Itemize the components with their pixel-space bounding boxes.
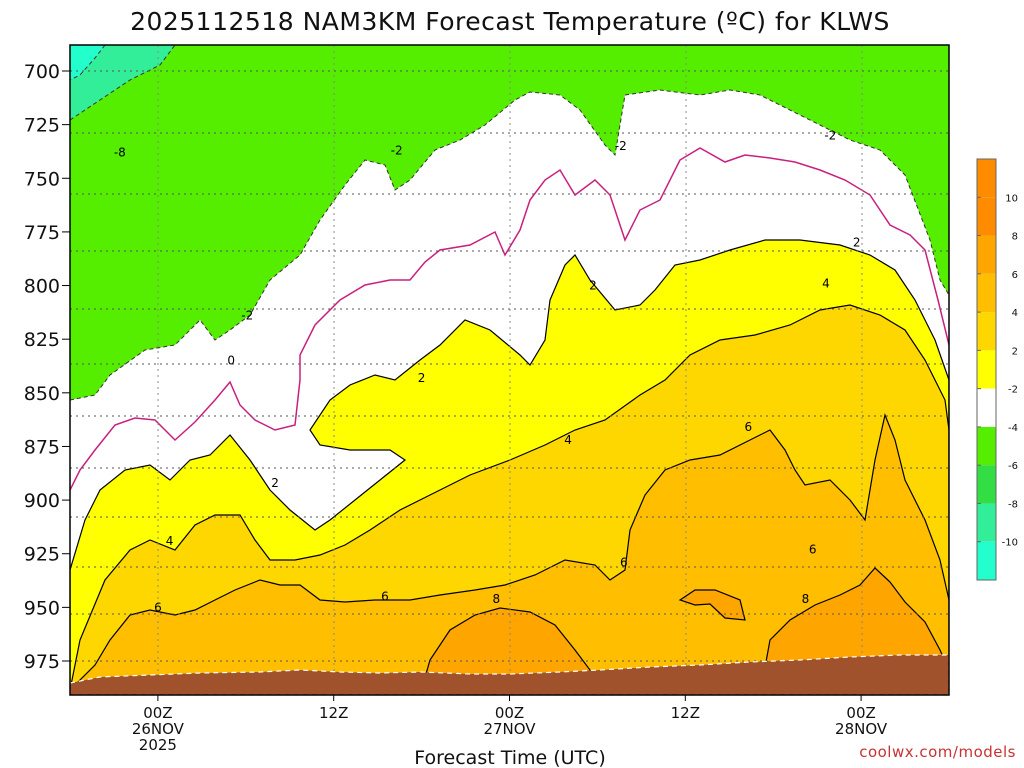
colorbar-label: -4 bbox=[1008, 423, 1018, 434]
contour-label: -2 bbox=[241, 309, 253, 323]
y-axis: 700 725 750 775 800 825 850 875 900 925 950 975 bbox=[24, 61, 70, 673]
colorbar-frame bbox=[976, 158, 997, 581]
band-above-8 bbox=[678, 589, 746, 621]
contour-label: 6 bbox=[809, 542, 817, 556]
colorbar-label: 10 bbox=[1005, 193, 1018, 204]
contour-label: -2 bbox=[824, 128, 836, 142]
contour-label: 6 bbox=[381, 590, 389, 604]
colorbar-label: 6 bbox=[1012, 270, 1018, 281]
colorbar-swatch bbox=[977, 350, 996, 389]
cold-core bbox=[70, 45, 106, 81]
colorbar-swatch bbox=[977, 312, 996, 351]
colorbar-swatch bbox=[977, 426, 996, 466]
colorbar-label: -10 bbox=[1002, 538, 1018, 549]
x-tick-label: 12Z bbox=[671, 704, 700, 722]
band-6-8 bbox=[70, 412, 949, 695]
contour-label: 2 bbox=[271, 476, 279, 490]
colorbar-label: -2 bbox=[1008, 385, 1018, 396]
x-tick-label: 12Z bbox=[319, 704, 348, 722]
colorbar-swatch bbox=[977, 197, 996, 236]
x-tick-label: 26NOV bbox=[132, 720, 185, 738]
contour-label: -8 bbox=[114, 146, 126, 160]
y-tick-label: 950 bbox=[24, 597, 60, 619]
y-tick-label: 725 bbox=[24, 115, 60, 137]
x-tick-label: 00Z bbox=[846, 704, 875, 722]
y-tick-label: 925 bbox=[24, 544, 60, 566]
colorbar-swatch bbox=[977, 541, 996, 580]
contour-labels: -8 -2 -2 -2 -2 0 2 2 2 2 4 4 4 6 6 6 6 6 8 8 bbox=[114, 128, 861, 614]
colorbar-swatch bbox=[977, 503, 996, 542]
y-tick-label: 825 bbox=[24, 329, 60, 351]
colorbar-swatch bbox=[977, 235, 996, 274]
colorbar-label: -8 bbox=[1008, 499, 1018, 510]
contour-label: 6 bbox=[154, 600, 162, 614]
contour-label: 8 bbox=[492, 592, 500, 606]
colorbar-swatch bbox=[977, 273, 996, 313]
colorbar-label: 8 bbox=[1012, 232, 1018, 243]
colorbar-swatch bbox=[977, 159, 996, 198]
x-tick-label: 28NOV bbox=[835, 720, 888, 738]
y-tick-label: 975 bbox=[24, 651, 60, 673]
contour-label: 4 bbox=[822, 276, 830, 290]
x-tick-label: 00Z bbox=[143, 704, 172, 722]
contour-label: -2 bbox=[615, 139, 627, 153]
colorbar-swatch bbox=[977, 465, 996, 504]
contour-label: 4 bbox=[564, 433, 572, 447]
y-tick-label: 750 bbox=[24, 168, 60, 190]
contour-label: 2 bbox=[853, 236, 861, 250]
credit-text: coolwx.com/models bbox=[859, 743, 1016, 761]
terrain bbox=[70, 654, 949, 695]
y-tick-label: 775 bbox=[24, 222, 60, 244]
x-tick-label: 00Z bbox=[495, 704, 524, 722]
x-tick-label: 27NOV bbox=[483, 720, 536, 738]
colorbar-label: 4 bbox=[1012, 308, 1018, 319]
contour-label: 2 bbox=[418, 371, 426, 385]
contour-label: 8 bbox=[802, 592, 810, 606]
x-axis-title: Forecast Time (UTC) bbox=[414, 747, 605, 768]
colorbar-label: 2 bbox=[1012, 346, 1018, 357]
y-tick-label: 800 bbox=[24, 276, 60, 298]
chart-title: 2025112518 NAM3KM Forecast Temperature (… bbox=[130, 7, 890, 36]
contour-label: -2 bbox=[391, 143, 403, 157]
zero-isotherm bbox=[70, 147, 949, 491]
contour-label: 0 bbox=[227, 354, 235, 368]
colorbar-label: -6 bbox=[1008, 461, 1018, 472]
contour-label: 2 bbox=[589, 279, 597, 293]
plot-area bbox=[70, 45, 949, 695]
colorbar: 10 8 6 4 2 -2 -4 -6 -8 -10 bbox=[976, 158, 1018, 581]
contour-label: 6 bbox=[620, 555, 628, 569]
vertical-grid bbox=[157, 45, 863, 695]
colorbar-swatch bbox=[977, 388, 996, 427]
y-tick-label: 875 bbox=[24, 436, 60, 458]
y-tick-label: 850 bbox=[24, 383, 60, 405]
contour-label: 6 bbox=[744, 420, 752, 434]
x-tick-label: 2025 bbox=[139, 736, 177, 754]
contour-label: 4 bbox=[166, 534, 174, 548]
y-tick-label: 700 bbox=[24, 61, 60, 83]
y-tick-label: 900 bbox=[24, 490, 60, 512]
